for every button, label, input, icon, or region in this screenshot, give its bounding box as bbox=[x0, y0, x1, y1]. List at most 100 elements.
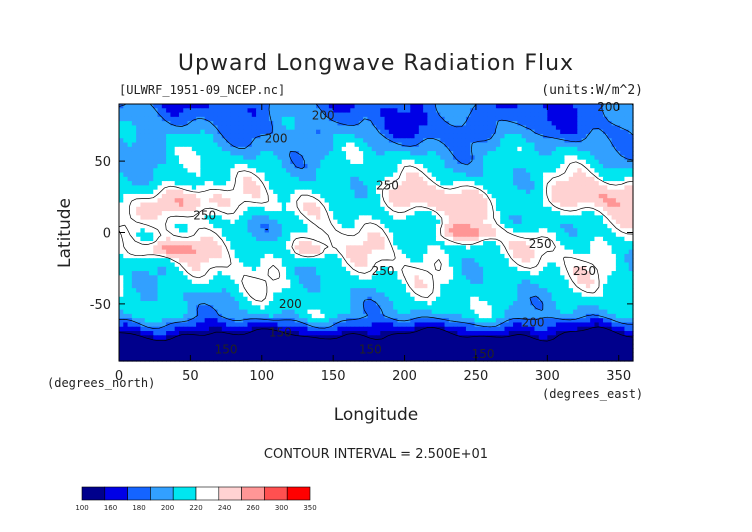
field-cell bbox=[157, 202, 163, 208]
field-cell bbox=[615, 176, 621, 182]
field-cell bbox=[290, 155, 296, 161]
field-cell bbox=[290, 168, 296, 174]
field-cell bbox=[260, 168, 266, 174]
field-cell bbox=[307, 266, 313, 272]
field-cell bbox=[470, 245, 476, 251]
field-cell bbox=[153, 151, 159, 156]
field-cell bbox=[123, 241, 129, 246]
field-cell bbox=[405, 258, 411, 264]
field-cell bbox=[170, 253, 176, 259]
field-cell bbox=[376, 146, 381, 152]
field-cell bbox=[191, 279, 197, 285]
field-cell bbox=[354, 138, 360, 144]
field-cell bbox=[217, 253, 223, 259]
field-cell bbox=[448, 219, 454, 225]
field-cell bbox=[628, 181, 634, 186]
field-cell bbox=[478, 142, 484, 148]
field-cell bbox=[551, 228, 557, 234]
field-cell bbox=[483, 125, 488, 131]
field-cell bbox=[298, 245, 304, 251]
field-cell bbox=[226, 215, 231, 221]
field-cell bbox=[457, 193, 463, 199]
field-cell bbox=[517, 112, 523, 118]
field-cell bbox=[547, 108, 553, 114]
field-cell bbox=[427, 163, 433, 169]
field-cell bbox=[573, 129, 578, 135]
field-cell bbox=[405, 116, 411, 122]
field-cell bbox=[491, 159, 497, 165]
field-cell bbox=[140, 112, 146, 118]
field-cell bbox=[405, 241, 411, 246]
field-cell bbox=[594, 241, 600, 246]
field-cell bbox=[624, 198, 630, 204]
field-cell bbox=[568, 159, 574, 165]
field-cell bbox=[530, 223, 536, 229]
field-cell bbox=[504, 159, 510, 165]
field-cell bbox=[166, 142, 171, 148]
field-cell bbox=[333, 249, 339, 255]
field-cell bbox=[217, 138, 223, 144]
field-cell bbox=[530, 181, 536, 186]
field-cell bbox=[603, 271, 608, 276]
field-cell bbox=[140, 219, 146, 225]
field-cell bbox=[354, 193, 360, 199]
field-cell bbox=[384, 172, 390, 178]
field-cell bbox=[453, 245, 458, 251]
field-cell bbox=[161, 241, 167, 246]
field-cell bbox=[624, 151, 630, 156]
field-cell bbox=[534, 275, 540, 281]
field-cell bbox=[598, 125, 604, 131]
field-cell bbox=[530, 112, 536, 118]
field-cell bbox=[414, 189, 420, 195]
field-cell bbox=[371, 155, 377, 161]
field-cell bbox=[474, 176, 480, 182]
field-cell bbox=[611, 202, 617, 208]
field-cell bbox=[131, 138, 137, 144]
field-cell bbox=[337, 232, 343, 238]
field-cell bbox=[397, 108, 403, 114]
field-cell bbox=[538, 266, 544, 272]
field-cell bbox=[251, 236, 257, 242]
field-cell bbox=[534, 219, 540, 225]
field-cell bbox=[328, 172, 334, 178]
field-cell bbox=[328, 223, 334, 229]
field-cell bbox=[307, 189, 313, 195]
field-cell bbox=[303, 258, 309, 264]
field-cell bbox=[294, 228, 300, 234]
field-cell bbox=[260, 138, 266, 144]
field-cell bbox=[418, 168, 424, 174]
field-cell bbox=[418, 129, 424, 135]
field-cell bbox=[174, 236, 180, 242]
field-cell bbox=[358, 275, 364, 281]
field-cell bbox=[487, 146, 493, 152]
field-cell bbox=[213, 108, 219, 114]
field-cell bbox=[247, 108, 253, 114]
field-cell bbox=[157, 155, 163, 161]
field-cell bbox=[148, 206, 154, 212]
field-cell bbox=[414, 245, 420, 251]
field-cell bbox=[230, 202, 236, 208]
field-cell bbox=[294, 163, 300, 169]
field-cell bbox=[384, 193, 390, 199]
field-cell bbox=[208, 271, 214, 276]
field-cell bbox=[264, 172, 270, 178]
field-cell bbox=[628, 146, 634, 152]
field-cell bbox=[247, 181, 253, 186]
field-cell bbox=[525, 112, 531, 118]
field-cell bbox=[268, 193, 274, 199]
field-cell bbox=[363, 206, 369, 212]
field-cell bbox=[487, 151, 493, 156]
field-cell bbox=[547, 133, 553, 139]
field-cell bbox=[423, 125, 428, 131]
field-cell bbox=[474, 121, 480, 127]
field-cell bbox=[161, 232, 167, 238]
field-cell bbox=[303, 151, 309, 156]
field-cell bbox=[620, 275, 626, 281]
field-cell bbox=[594, 133, 600, 139]
field-cell bbox=[448, 125, 454, 131]
field-cell bbox=[384, 206, 390, 212]
field-cell bbox=[461, 271, 467, 276]
field-cell bbox=[217, 168, 223, 174]
field-cell bbox=[414, 236, 420, 242]
field-cell bbox=[611, 262, 617, 268]
